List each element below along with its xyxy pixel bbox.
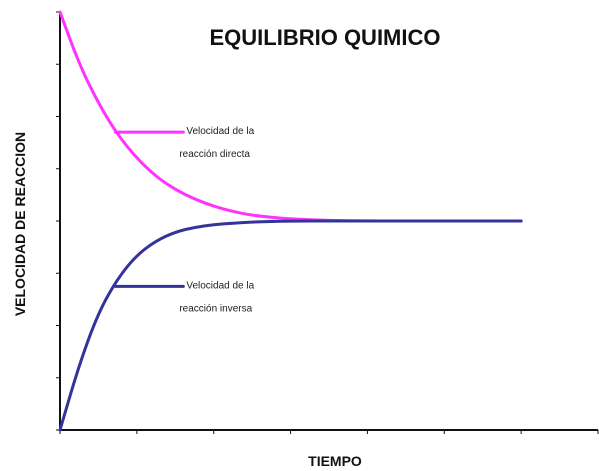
legend-layer: Velocidad de la reacción directa Velocidad…: [113, 126, 255, 314]
axes-layer: [56, 11, 599, 434]
legend-label-inverse-line2: reacción inversa: [179, 303, 252, 314]
x-axis-title: TIEMPO: [308, 453, 362, 469]
y-axis-title: VELOCIDAD DE REACCION: [12, 132, 28, 316]
legend-label-direct-line2: reacción directa: [179, 149, 250, 160]
chart-title: EQUILIBRIO QUIMICO: [210, 25, 441, 50]
legend-label-inverse-line1: Velocidad de la: [186, 280, 254, 291]
legend-label-direct-line1: Velocidad de la: [186, 126, 254, 137]
series-layer: [58, 10, 523, 432]
inverse-reaction-series-line: [58, 219, 523, 432]
